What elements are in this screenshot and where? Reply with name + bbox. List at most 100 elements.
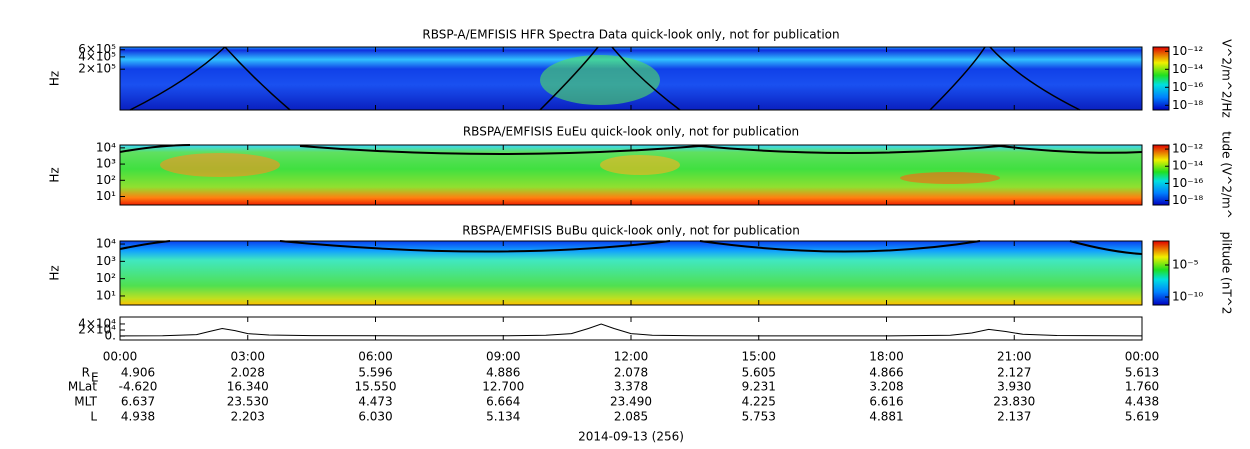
x-tick-label: 09:00 <box>486 350 521 364</box>
ephemeris-value: 4.866 <box>869 366 903 380</box>
line-plot <box>119 323 1143 337</box>
row-label: L <box>90 410 97 424</box>
x-tick-label: 00:00 <box>1125 350 1160 364</box>
colorbar-tick-label: 10⁻¹⁸ <box>1172 98 1203 112</box>
ephemeris-value: 5.619 <box>1125 410 1159 424</box>
ephemeris-value: 4.473 <box>358 395 392 409</box>
colorbars <box>1153 47 1169 305</box>
panel-frame <box>119 240 1143 306</box>
y-tick-label: 10¹ <box>96 189 116 203</box>
ephemeris-value: -4.620 <box>119 380 158 394</box>
spectral-feature <box>540 55 660 105</box>
x-tick-label: 12:00 <box>614 350 649 364</box>
ephemeris-value: 2.078 <box>614 366 648 380</box>
colorbar-label: V^2/m^2/Hz <box>1220 39 1234 118</box>
y-tick-label: 10³ <box>96 254 116 268</box>
row-label-sub: E <box>91 371 99 385</box>
y-tick-label: 10³ <box>96 157 116 171</box>
ephemeris-value: 6.637 <box>121 395 155 409</box>
colorbar-tick-label: 10⁻¹⁶ <box>1172 176 1203 190</box>
ephemeris-value: 2.137 <box>997 410 1031 424</box>
ephemeris-value: 4.906 <box>121 366 155 380</box>
cyclotron-line <box>119 240 1143 255</box>
ephemeris-value: 1.760 <box>1125 380 1159 394</box>
x-tick-label: 03:00 <box>230 350 265 364</box>
panel-title: RBSPA/EMFISIS BuBu quick-look only, not … <box>462 224 800 238</box>
x-tick-label: 21:00 <box>997 350 1032 364</box>
ephemeris-value: 2.028 <box>231 366 265 380</box>
colorbar <box>1153 241 1169 305</box>
ephemeris-value: 6.664 <box>486 395 520 409</box>
colorbar-frame <box>1152 46 1170 111</box>
colorbar-tick-label: 10⁻¹⁰ <box>1172 289 1203 303</box>
cyclotron-line <box>119 144 1143 155</box>
y-tick-label: 4×10⁴ <box>78 316 116 330</box>
date-label: 2014-09-13 (256) <box>578 430 684 444</box>
data-line <box>119 323 1143 337</box>
spectrogram-image <box>120 241 1142 305</box>
ephemeris-value: 4.886 <box>486 366 520 380</box>
spectral-feature <box>160 153 280 177</box>
colorbar-tick-label: 10⁻¹² <box>1172 142 1203 156</box>
row-label: MLat <box>68 380 97 394</box>
y-tick-label: 10² <box>96 173 116 187</box>
y-tick-label: 0. <box>105 329 116 343</box>
y-tick-label: 4×10⁵ <box>78 49 116 63</box>
row-label: MLT <box>74 395 97 409</box>
ephemeris-value: 5.753 <box>742 410 776 424</box>
ephemeris-value: 6.616 <box>869 395 903 409</box>
panel-frame <box>119 316 1143 341</box>
x-tick-label: 18:00 <box>869 350 904 364</box>
ephemeris-value: 12.700 <box>482 380 524 394</box>
x-tick-label: 06:00 <box>358 350 393 364</box>
ephemeris-value: 2.203 <box>231 410 265 424</box>
colorbar-label: tude (V^2/m^ <box>1220 131 1234 219</box>
ephemeris-value: 5.613 <box>1125 366 1159 380</box>
ephemeris-value: 16.340 <box>227 380 269 394</box>
y-axis-label: Hz <box>48 71 62 86</box>
ephemeris-value: 5.596 <box>358 366 392 380</box>
plasma-line <box>129 46 1081 111</box>
ephemeris-value: 9.231 <box>742 380 776 394</box>
ephemeris-value: 5.134 <box>486 410 520 424</box>
colorbar-tick-label: 10⁻¹² <box>1172 44 1203 58</box>
panel-frame <box>119 46 1143 111</box>
ephemeris-value: 5.605 <box>742 366 776 380</box>
colorbar-tick-label: 10⁻¹⁴ <box>1172 62 1203 76</box>
y-axis-label: Hz <box>48 167 62 182</box>
ephemeris-value: 23.490 <box>610 395 652 409</box>
y-tick-label: 2×10⁵ <box>78 62 116 76</box>
ephemeris-value: 4.938 <box>121 410 155 424</box>
colorbar-tick-label: 10⁻¹⁴ <box>1172 159 1203 173</box>
colorbar-frame <box>1152 144 1170 206</box>
spectral-feature <box>600 155 680 175</box>
colorbar-frame <box>1152 240 1170 306</box>
ephemeris-value: 2.085 <box>614 410 648 424</box>
colorbar-tick-label: 10⁻⁵ <box>1172 257 1199 271</box>
spectral-feature <box>900 172 1000 184</box>
panel-frame <box>119 144 1143 206</box>
y-tick-label: 10⁴ <box>96 140 116 154</box>
ephemeris-value: 4.438 <box>1125 395 1159 409</box>
y-tick-label: 6×10⁵ <box>78 42 116 56</box>
y-tick-label: 10⁴ <box>96 237 116 251</box>
ephemeris-value: 15.550 <box>355 380 397 394</box>
ephemeris-value: 4.225 <box>742 395 776 409</box>
ephemeris-value: 4.881 <box>869 410 903 424</box>
y-tick-label: 10² <box>96 271 116 285</box>
x-tick-label: 00:00 <box>103 350 138 364</box>
colorbar-tick-label: 10⁻¹⁶ <box>1172 80 1203 94</box>
colorbar-tick-label: 10⁻¹⁸ <box>1172 193 1203 207</box>
colorbar <box>1153 145 1169 205</box>
ephemeris-value: 3.208 <box>869 380 903 394</box>
y-tick-label: 10¹ <box>96 288 116 302</box>
row-label: R <box>82 366 90 380</box>
ephemeris-value: 3.378 <box>614 380 648 394</box>
ephemeris-value: 3.930 <box>997 380 1031 394</box>
ephemeris-value: 6.030 <box>358 410 392 424</box>
ephemeris-value: 23.830 <box>993 395 1035 409</box>
panel-title: RBSPA/EMFISIS EuEu quick-look only, not … <box>463 125 799 139</box>
colorbar <box>1153 47 1169 110</box>
ephemeris-value: 2.127 <box>997 366 1031 380</box>
